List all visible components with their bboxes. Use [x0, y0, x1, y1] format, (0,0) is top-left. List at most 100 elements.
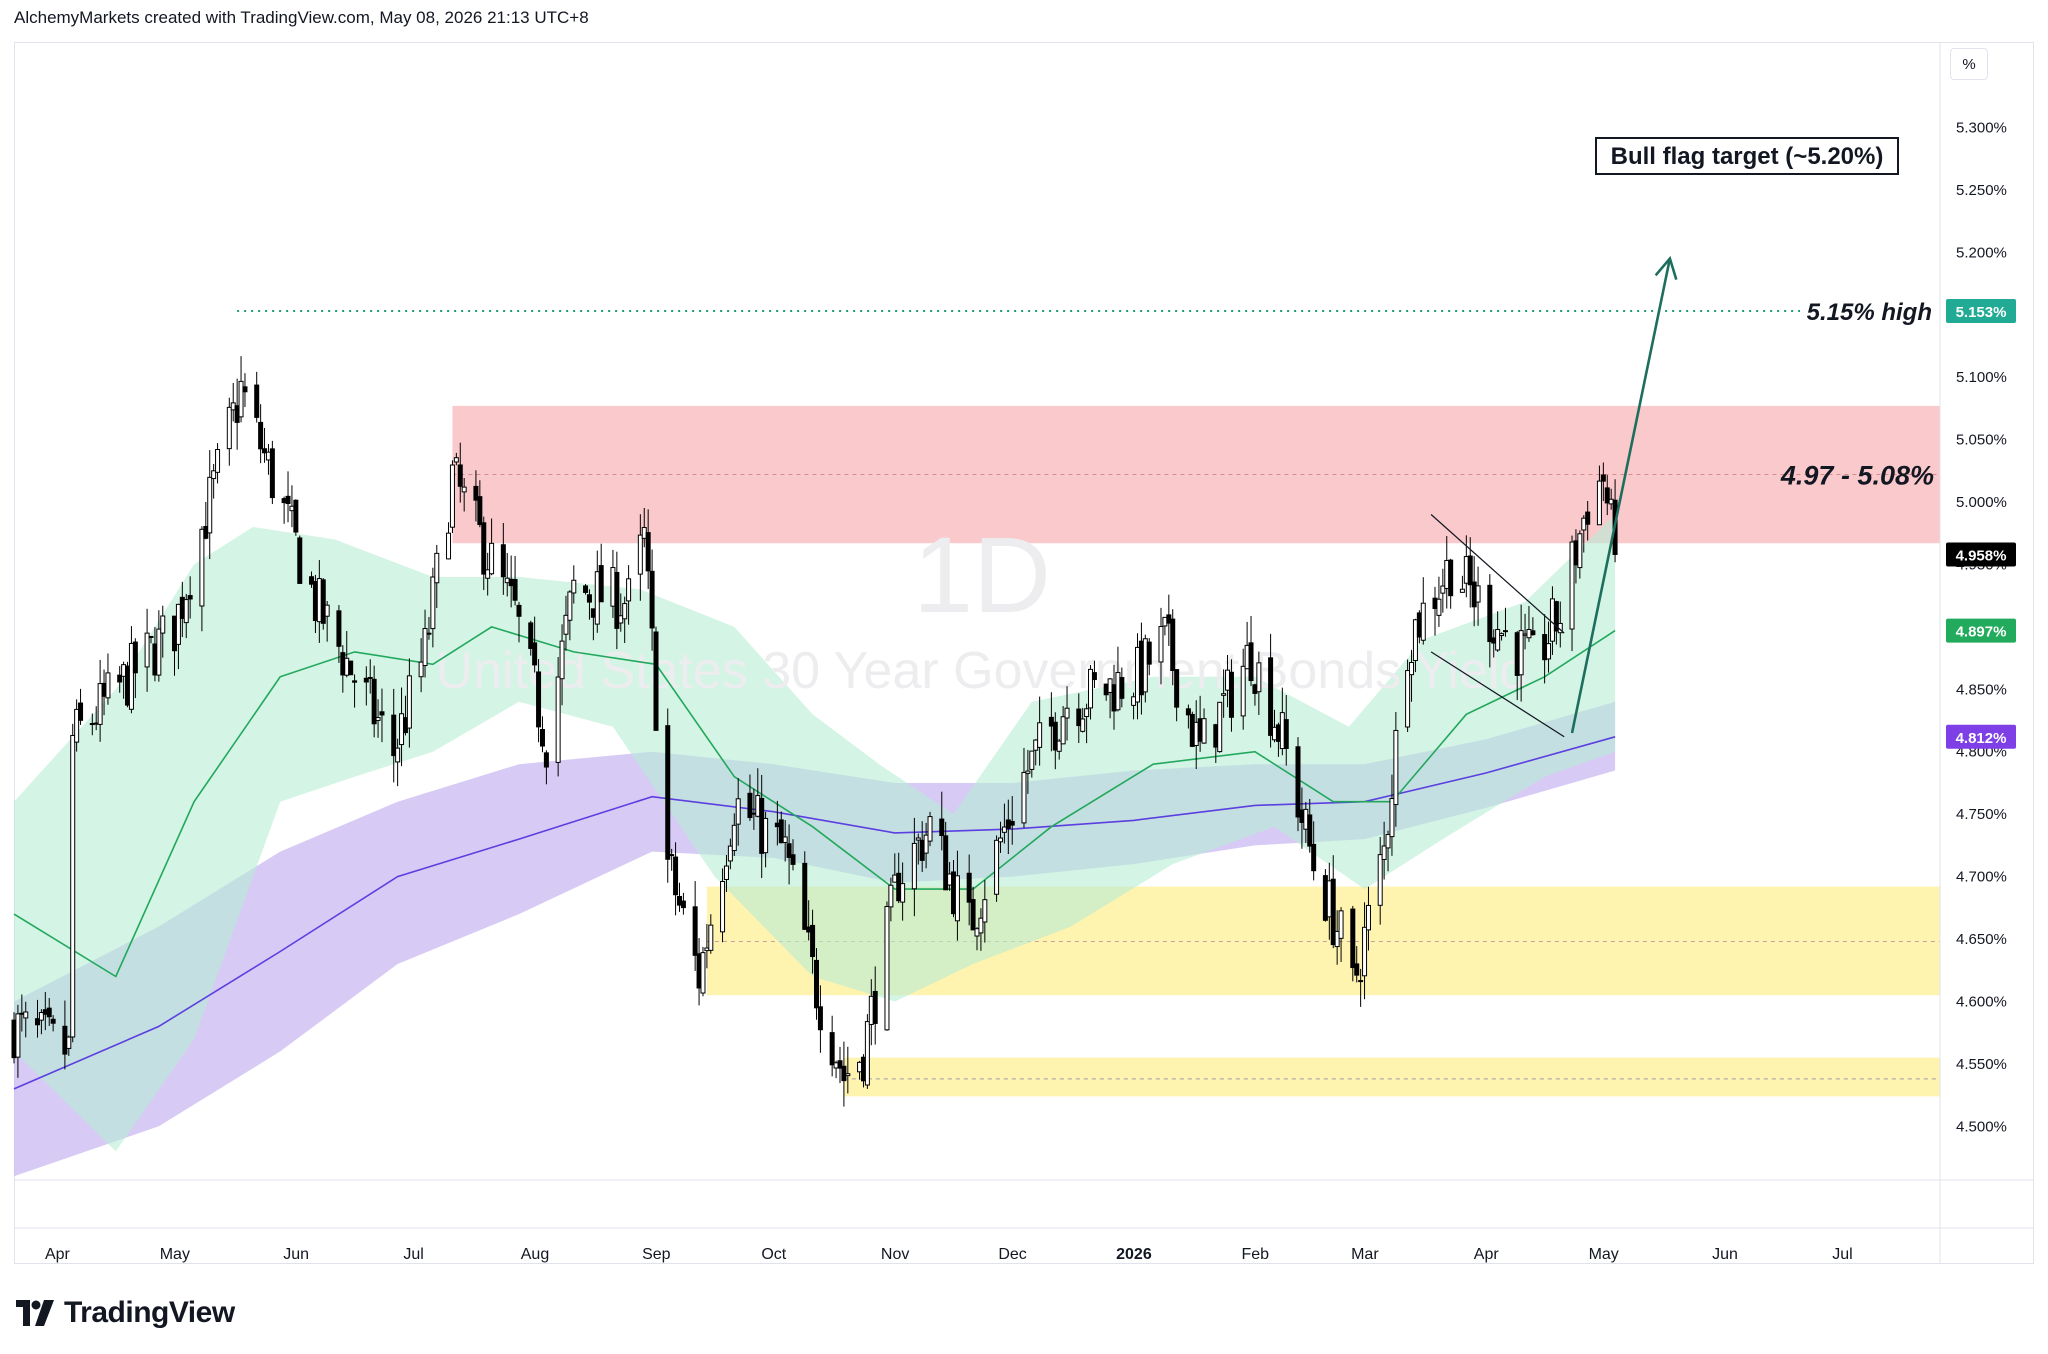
candle — [23, 1001, 29, 1038]
candle-body — [1463, 556, 1469, 584]
candle — [723, 854, 729, 893]
candle — [461, 478, 467, 512]
candle — [1119, 667, 1125, 708]
candle — [265, 443, 271, 475]
candle — [367, 659, 373, 694]
candle-body — [751, 812, 757, 815]
candle — [418, 638, 424, 693]
candle-body — [982, 899, 988, 923]
candle — [649, 549, 655, 651]
candle-body — [696, 953, 702, 989]
candle — [297, 535, 303, 584]
candle — [1162, 616, 1168, 636]
y-tick-label: 5.000% — [1956, 494, 2007, 511]
candle — [453, 452, 459, 466]
percent-scale-button[interactable]: % — [1950, 48, 1988, 80]
candle — [618, 593, 624, 632]
candle — [1221, 669, 1227, 718]
candle — [1189, 711, 1195, 748]
candle — [997, 821, 1003, 853]
candle — [1365, 886, 1371, 951]
candle — [238, 356, 244, 423]
candle-body — [1146, 641, 1152, 665]
candle-body — [1189, 713, 1195, 747]
candle — [539, 716, 545, 753]
candle-body — [731, 824, 737, 852]
candle-body — [199, 528, 205, 607]
candle-body — [34, 1018, 40, 1026]
chart-frame[interactable] — [14, 42, 2034, 1264]
candle-body — [1252, 684, 1258, 694]
candle — [1021, 747, 1027, 828]
candle-body — [845, 1073, 851, 1077]
candle-body — [814, 959, 819, 1009]
candle-body — [473, 485, 479, 501]
candle — [262, 427, 268, 463]
candle — [481, 516, 487, 591]
candle-body — [457, 464, 463, 487]
candle-body — [316, 578, 322, 623]
candle — [598, 543, 604, 603]
x-tick-label: Jun — [283, 1246, 309, 1263]
candle-body — [1432, 597, 1438, 609]
candle-body — [622, 603, 628, 620]
candle-body — [215, 449, 221, 473]
candle — [11, 1012, 17, 1064]
tradingview-logo: TradingView — [14, 1296, 235, 1330]
candle-body — [375, 717, 381, 721]
drawings-layer — [237, 255, 1800, 738]
watermark-symbol: United States 30 Year Government Bonds Y… — [436, 642, 1529, 700]
price-badge: 4.958% — [1946, 542, 2016, 567]
candle-body — [1385, 834, 1391, 849]
candle-body — [234, 405, 240, 423]
green-moving-average-line — [13, 626, 1616, 978]
candle — [837, 1046, 843, 1084]
candle-body — [156, 628, 162, 676]
zone-support-lower — [843, 1057, 1940, 1097]
candle — [324, 600, 330, 642]
candle-body — [1608, 498, 1614, 505]
candle — [1037, 696, 1043, 766]
candle-body — [1409, 661, 1415, 676]
candle-body — [1502, 630, 1508, 633]
candle — [352, 674, 358, 708]
ma-lines-layer — [13, 626, 1616, 1090]
candle-body — [352, 680, 358, 683]
candle — [144, 608, 150, 692]
candle — [336, 605, 342, 663]
candle-body — [1142, 638, 1148, 693]
candle — [900, 862, 906, 921]
y-tick-label: 5.050% — [1956, 432, 2007, 449]
candle — [1268, 633, 1274, 748]
candle — [735, 778, 741, 846]
candle-body — [727, 845, 733, 862]
candle — [230, 382, 236, 422]
candle — [34, 999, 40, 1038]
candle — [156, 610, 162, 682]
candle — [1389, 774, 1395, 856]
candle-body — [367, 676, 373, 679]
candle-body — [868, 995, 874, 1025]
candle-body — [947, 873, 953, 886]
candle — [1142, 634, 1148, 703]
candle-body — [1299, 809, 1305, 823]
candle-body — [1162, 616, 1168, 627]
candle — [1358, 968, 1364, 1007]
candle-body — [1225, 669, 1231, 691]
candle-body — [46, 1007, 52, 1018]
candle — [1170, 609, 1176, 686]
candle — [203, 501, 209, 540]
candle-body — [175, 603, 181, 645]
candle-body — [692, 906, 698, 956]
candle-body — [38, 1012, 44, 1021]
candle — [269, 440, 275, 505]
candle-body — [782, 836, 788, 843]
candle-body — [1275, 724, 1281, 742]
candle-body — [1217, 701, 1223, 753]
candle-body — [340, 652, 346, 676]
candle — [982, 880, 988, 943]
candle-body — [583, 585, 589, 593]
candle-body — [1334, 930, 1340, 948]
candle-body — [676, 895, 682, 906]
